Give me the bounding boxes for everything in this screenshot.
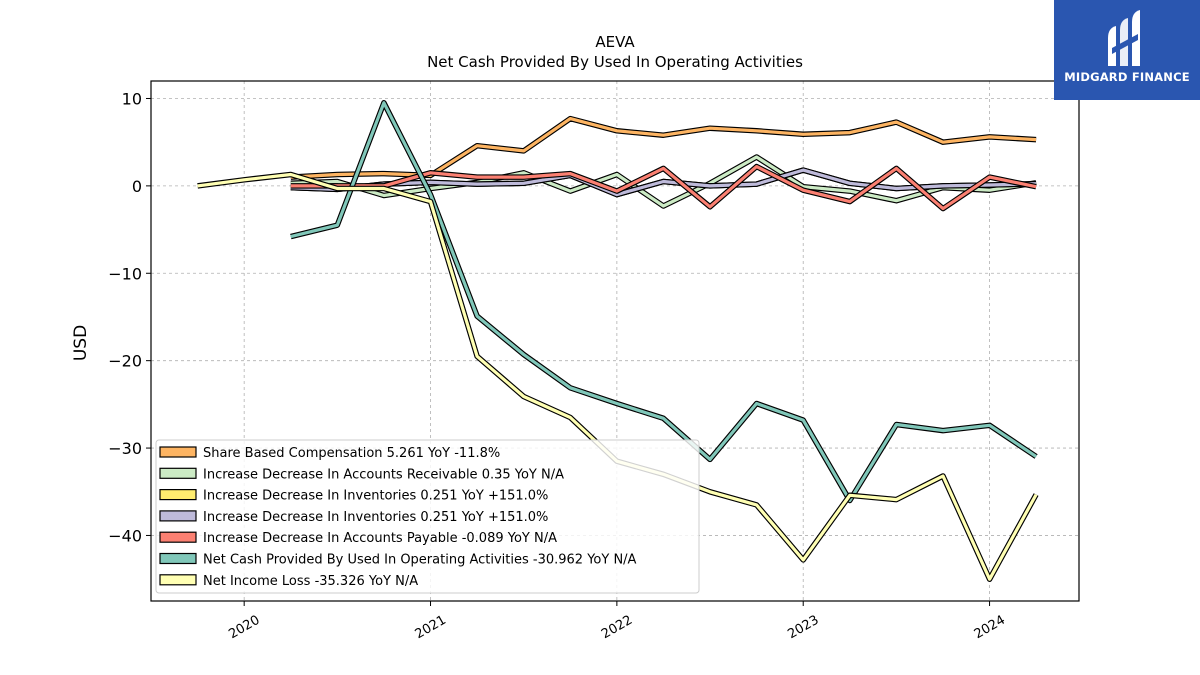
series-stroke bbox=[290, 165, 1037, 211]
x-tick-label: 2021 bbox=[413, 613, 449, 643]
x-tick-label: 2023 bbox=[785, 613, 821, 643]
y-tick-label: −40 bbox=[108, 526, 142, 545]
brand-logo: MIDGARD FINANCE bbox=[1054, 0, 1200, 100]
legend-swatch bbox=[159, 552, 197, 565]
legend-swatch bbox=[159, 489, 197, 501]
series-stroke bbox=[290, 155, 1037, 208]
x-tick-label: 2020 bbox=[226, 613, 262, 643]
series-stroke bbox=[290, 101, 1037, 503]
series-line-5 bbox=[290, 163, 1037, 212]
y-tick-label: 10 bbox=[122, 89, 142, 108]
y-tick-label: 0 bbox=[132, 177, 142, 196]
legend: Share Based Compensation 5.261 YoY -11.8… bbox=[155, 439, 700, 594]
series-line-2 bbox=[290, 154, 1037, 209]
series-lines bbox=[197, 100, 1039, 582]
legend-label: Increase Decrease In Accounts Receivable… bbox=[203, 467, 564, 482]
x-tick-label: 2024 bbox=[972, 613, 1008, 643]
y-tick-label: −30 bbox=[108, 439, 142, 458]
x-tick-label: 2022 bbox=[599, 613, 635, 643]
legend-swatch bbox=[159, 510, 197, 522]
legend-box bbox=[155, 439, 700, 594]
y-axis-label: USD bbox=[71, 325, 91, 361]
legend-label: Share Based Compensation 5.261 YoY -11.8… bbox=[203, 446, 500, 461]
legend-swatch bbox=[159, 467, 197, 479]
brand-mark-icon bbox=[1108, 10, 1140, 66]
legend-swatch bbox=[159, 446, 197, 458]
chart-title: AEVA bbox=[595, 33, 635, 51]
y-tick-label: −10 bbox=[108, 264, 142, 283]
brand-name: MIDGARD FINANCE bbox=[1064, 70, 1190, 84]
legend-swatch bbox=[159, 574, 197, 586]
y-tick-label: −20 bbox=[108, 352, 142, 371]
legend-label: Net Cash Provided By Used In Operating A… bbox=[203, 553, 637, 568]
series-line-4 bbox=[290, 167, 1037, 198]
legend-label: Net Income Loss -35.326 YoY N/A bbox=[203, 574, 418, 589]
series-stroke bbox=[290, 168, 1037, 197]
plot-area-border bbox=[150, 80, 1080, 602]
legend-label: Increase Decrease In Inventories 0.251 Y… bbox=[203, 489, 548, 504]
series-line-6 bbox=[290, 100, 1038, 504]
legend-label: Increase Decrease In Inventories 0.251 Y… bbox=[203, 510, 548, 525]
chart-subtitle: Net Cash Provided By Used In Operating A… bbox=[427, 53, 803, 71]
legend-swatch bbox=[159, 531, 197, 543]
legend-label: Increase Decrease In Accounts Payable -0… bbox=[203, 531, 557, 546]
